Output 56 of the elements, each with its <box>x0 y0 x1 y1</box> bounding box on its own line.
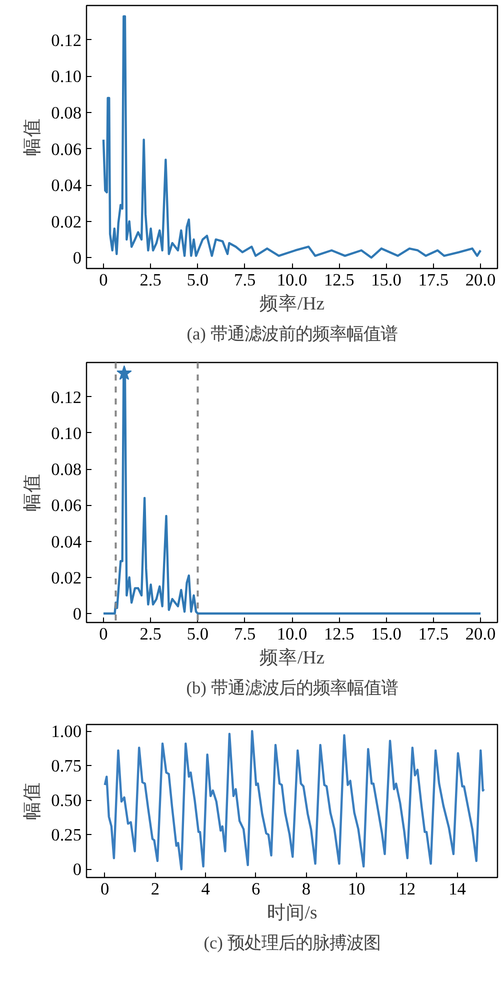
y-tick-label: 1.00 <box>51 722 82 742</box>
x-axis-title: 时间/s <box>266 902 318 924</box>
x-tick-label: 5.0 <box>186 270 209 290</box>
y-axis-title: 幅值 <box>22 118 44 156</box>
y-tick-label: 0.08 <box>51 104 82 123</box>
x-tick-label: 2 <box>150 880 160 898</box>
x-tick-label: 7.5 <box>234 270 256 290</box>
text: (a) 带通滤波前的频率幅值谱 <box>186 324 398 344</box>
x-tick-label: 15.0 <box>371 624 402 644</box>
y-tick-label: 0.06 <box>51 496 82 516</box>
x-tick-label: 2.5 <box>140 624 162 644</box>
x-tick-label: 12.5 <box>324 624 354 644</box>
y-tick-label: 0.04 <box>51 176 82 196</box>
y-tick-label: 0.02 <box>51 212 82 232</box>
x-tick-label: 10.0 <box>276 624 308 644</box>
y-tick-label: 0.12 <box>51 388 82 407</box>
x-tick-label: 0 <box>99 624 108 644</box>
x-tick-label: 12.5 <box>324 270 354 290</box>
x-tick-label: 17.5 <box>418 270 449 290</box>
x-axis-title: 频率/Hz <box>260 292 324 314</box>
y-tick-label: 0.04 <box>51 532 82 552</box>
y-tick-label: 0 <box>72 248 82 268</box>
x-tick-label: 20.0 <box>465 270 496 290</box>
y-tick-label: 0.10 <box>51 424 82 443</box>
y-tick-label: 0.75 <box>51 756 82 776</box>
x-tick-label: 10 <box>348 880 366 898</box>
x-tick-label: 7.5 <box>234 624 256 644</box>
x-tick-label: 0 <box>100 880 110 898</box>
y-tick-label: 0 <box>72 604 82 624</box>
x-tick-label: 0 <box>99 270 108 290</box>
y-tick-label: 0.10 <box>51 67 82 86</box>
y-tick-label: 0 <box>72 860 82 880</box>
x-tick-label: 10.0 <box>276 270 308 290</box>
x-tick-label: 8 <box>302 880 311 898</box>
x-tick-label: 17.5 <box>418 624 449 644</box>
x-tick-label: 14 <box>448 880 466 898</box>
x-tick-label: 12 <box>398 880 416 898</box>
y-tick-label: 0.50 <box>51 791 82 810</box>
line-series <box>102 15 482 259</box>
y-axis-title: 幅值 <box>22 782 44 820</box>
x-tick-label: 5.0 <box>186 624 209 644</box>
x-tick-label: 15.0 <box>371 270 402 290</box>
x-axis-title: 频率/Hz <box>260 646 324 668</box>
line-series <box>104 730 486 870</box>
y-tick-label: 0.02 <box>51 568 82 588</box>
text: (c) 预处理后的脉搏波图 <box>204 934 380 952</box>
text: (b) 带通滤波后的频率幅值谱 <box>186 678 398 698</box>
y-tick-label: 0.25 <box>51 826 82 845</box>
y-tick-label: 0.12 <box>51 30 82 50</box>
x-tick-label: 2.5 <box>140 270 162 290</box>
x-tick-label: 20.0 <box>465 624 496 644</box>
y-tick-label: 0.08 <box>51 460 82 480</box>
y-tick-label: 0.06 <box>51 140 82 159</box>
x-tick-label: 4 <box>201 880 210 898</box>
x-tick-label: 6 <box>252 880 261 898</box>
y-axis-title: 幅值 <box>22 474 44 512</box>
